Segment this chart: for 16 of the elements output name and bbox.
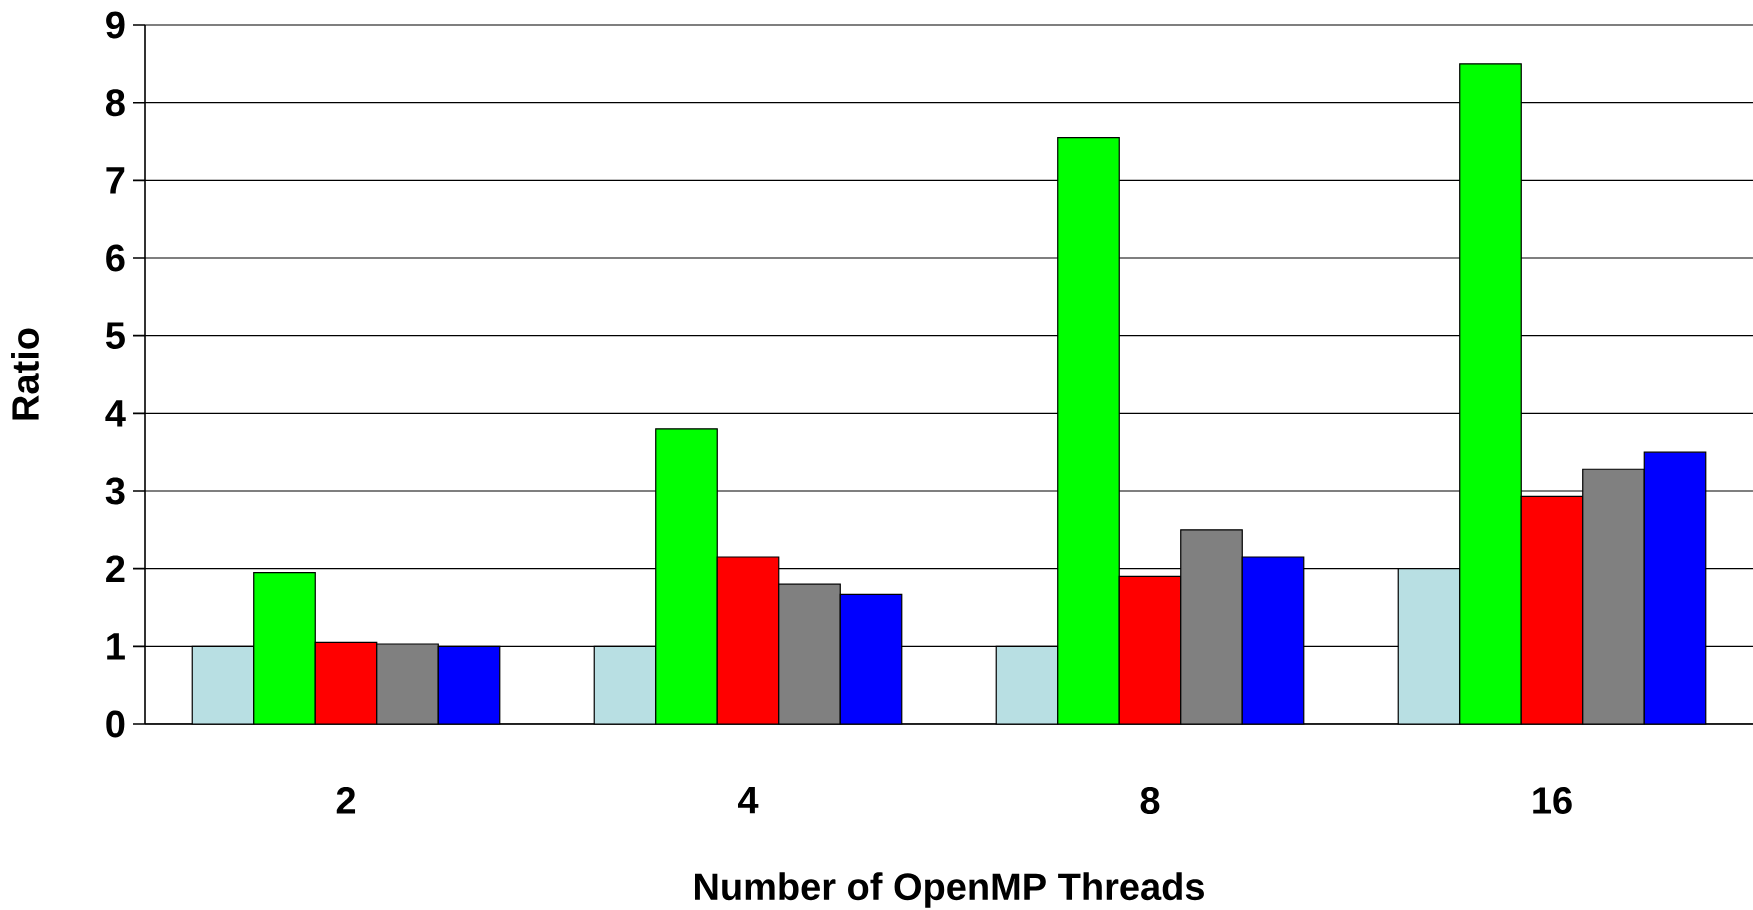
x-tick-label: 2: [336, 787, 356, 814]
y-tick-label: 9: [106, 11, 125, 39]
y-tick-label: 3: [105, 477, 125, 505]
x-tick-label: 16: [1533, 787, 1572, 814]
y-tick-label: 0: [106, 710, 125, 738]
y-tick-label: 1: [107, 633, 125, 660]
y-tick-label: 8: [106, 89, 125, 117]
y-tick-label: 6: [106, 244, 125, 272]
y-tick-label: 4: [105, 400, 126, 427]
x-tick-label: 8: [1140, 787, 1160, 814]
y-axis-title: Ratio: [11, 328, 39, 420]
y-tick-label: 2: [106, 555, 125, 582]
x-tick-label: 4: [738, 787, 759, 814]
y-tick-label: 5: [105, 322, 125, 349]
y-tick-label: 7: [106, 167, 125, 194]
x-axis-title: Number of OpenMP Threads: [695, 872, 1204, 908]
